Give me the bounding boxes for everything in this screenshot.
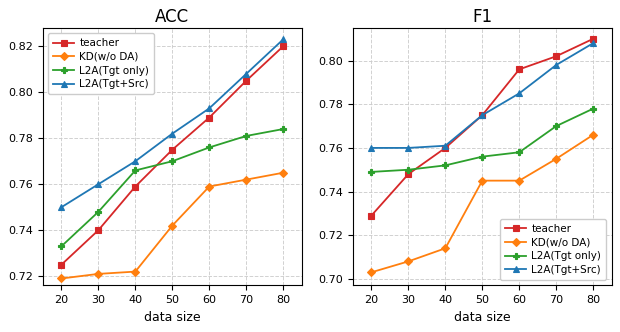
L2A(Tgt only) — [368, 170, 375, 174]
Title: F1: F1 — [472, 8, 492, 26]
Legend: teacher, KD(w/o DA), L2A(Tgt only), L2A(Tgt+Src): teacher, KD(w/o DA), L2A(Tgt only), L2A(… — [48, 33, 154, 94]
L2A(Tgt only) — [131, 168, 139, 172]
Line: KD(w/o DA): KD(w/o DA) — [58, 170, 286, 282]
KD(w/o DA) — [516, 179, 523, 183]
teacher — [479, 113, 486, 117]
L2A(Tgt only) — [441, 163, 449, 167]
L2A(Tgt+Src) — [479, 113, 486, 117]
Line: L2A(Tgt+Src): L2A(Tgt+Src) — [58, 36, 286, 210]
KD(w/o DA) — [479, 179, 486, 183]
L2A(Tgt only) — [280, 127, 287, 131]
teacher — [552, 54, 560, 58]
KD(w/o DA) — [58, 277, 65, 281]
L2A(Tgt only) — [405, 168, 412, 172]
Legend: teacher, KD(w/o DA), L2A(Tgt only), L2A(Tgt+Src): teacher, KD(w/o DA), L2A(Tgt only), L2A(… — [500, 219, 606, 280]
L2A(Tgt+Src) — [552, 63, 560, 67]
L2A(Tgt+Src) — [441, 144, 449, 148]
L2A(Tgt only) — [242, 134, 250, 138]
teacher — [441, 146, 449, 150]
L2A(Tgt only) — [169, 159, 176, 163]
KD(w/o DA) — [95, 272, 102, 276]
teacher — [95, 228, 102, 232]
L2A(Tgt+Src) — [516, 91, 523, 95]
L2A(Tgt+Src) — [131, 159, 139, 163]
X-axis label: data size: data size — [454, 311, 511, 324]
L2A(Tgt+Src) — [206, 106, 213, 110]
Line: KD(w/o DA): KD(w/o DA) — [368, 132, 596, 276]
KD(w/o DA) — [131, 270, 139, 274]
Line: teacher: teacher — [368, 36, 596, 219]
KD(w/o DA) — [169, 224, 176, 228]
teacher — [169, 148, 176, 152]
L2A(Tgt+Src) — [280, 38, 287, 42]
KD(w/o DA) — [280, 171, 287, 175]
teacher — [242, 79, 250, 83]
teacher — [206, 116, 213, 120]
teacher — [590, 37, 597, 41]
L2A(Tgt+Src) — [58, 205, 65, 209]
Line: L2A(Tgt only): L2A(Tgt only) — [58, 126, 286, 249]
teacher — [280, 44, 287, 48]
L2A(Tgt+Src) — [242, 72, 250, 76]
KD(w/o DA) — [206, 185, 213, 189]
L2A(Tgt only) — [95, 210, 102, 214]
L2A(Tgt+Src) — [405, 146, 412, 150]
Title: ACC: ACC — [155, 8, 189, 26]
Line: teacher: teacher — [58, 43, 286, 268]
teacher — [368, 213, 375, 217]
KD(w/o DA) — [405, 259, 412, 263]
X-axis label: data size: data size — [144, 311, 201, 324]
L2A(Tgt+Src) — [590, 41, 597, 45]
L2A(Tgt+Src) — [368, 146, 375, 150]
L2A(Tgt only) — [516, 150, 523, 154]
L2A(Tgt only) — [590, 107, 597, 111]
teacher — [405, 172, 412, 176]
L2A(Tgt+Src) — [169, 132, 176, 136]
L2A(Tgt+Src) — [95, 182, 102, 186]
L2A(Tgt only) — [552, 124, 560, 128]
L2A(Tgt only) — [479, 155, 486, 159]
teacher — [131, 185, 139, 189]
Line: L2A(Tgt only): L2A(Tgt only) — [368, 106, 596, 175]
KD(w/o DA) — [441, 246, 449, 250]
L2A(Tgt only) — [206, 145, 213, 149]
teacher — [58, 263, 65, 267]
KD(w/o DA) — [368, 270, 375, 274]
teacher — [516, 67, 523, 71]
KD(w/o DA) — [590, 133, 597, 137]
KD(w/o DA) — [552, 157, 560, 161]
KD(w/o DA) — [242, 178, 250, 182]
L2A(Tgt only) — [58, 244, 65, 248]
Line: L2A(Tgt+Src): L2A(Tgt+Src) — [368, 40, 596, 151]
